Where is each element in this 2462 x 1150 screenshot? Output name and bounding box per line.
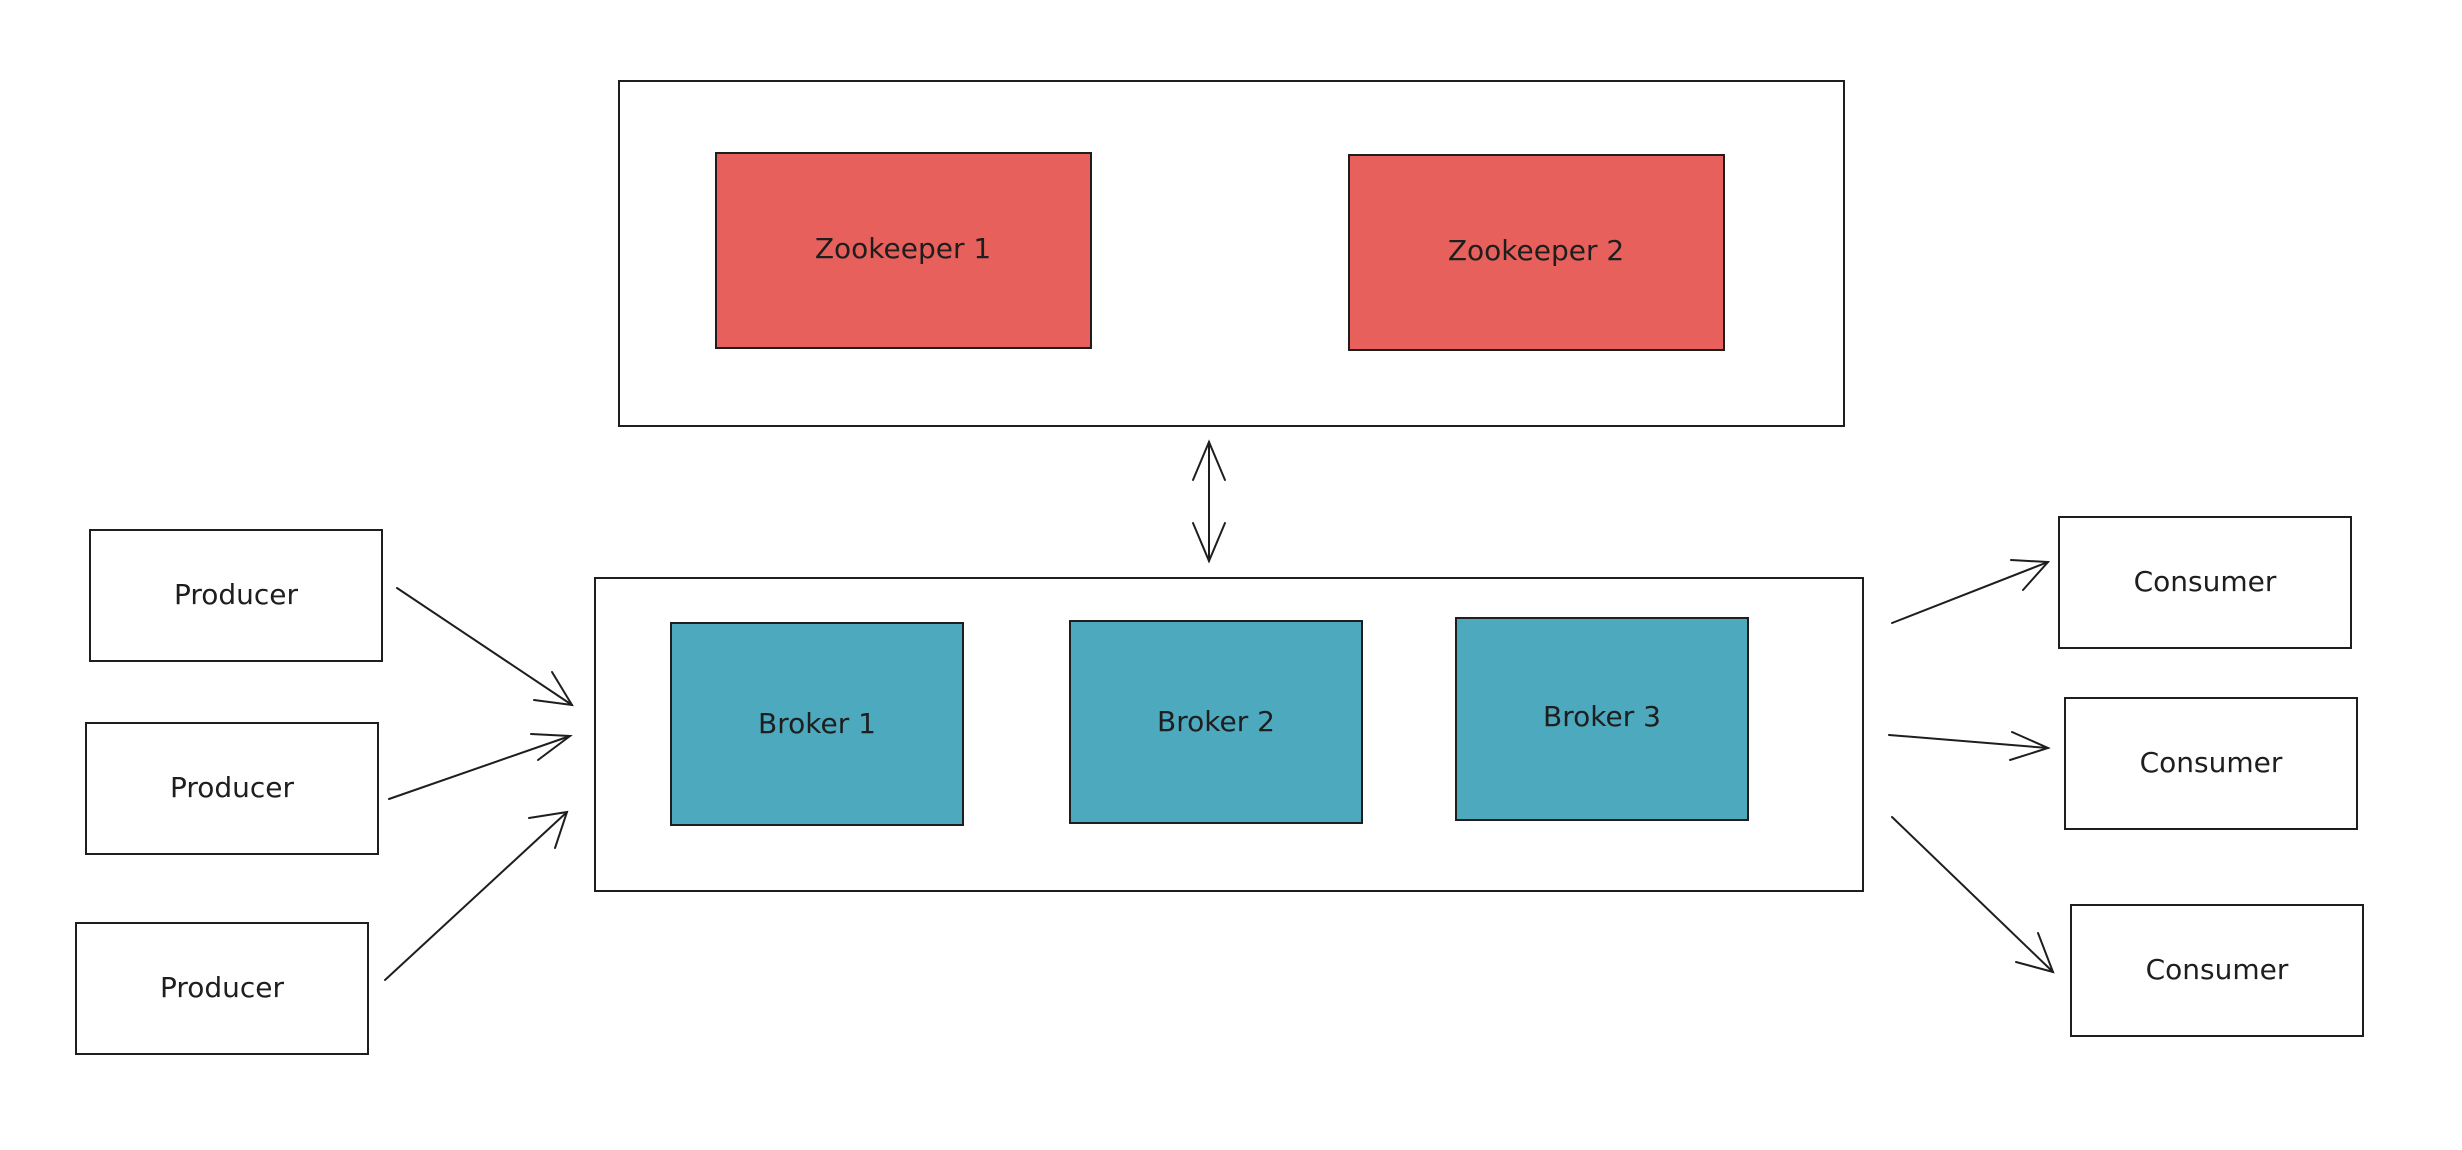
broker-node-3-box	[1455, 617, 1749, 821]
broker-node-3-label: Broker 3	[1543, 700, 1661, 733]
broker-node-2-label: Broker 2	[1157, 705, 1275, 738]
producer-1-box	[89, 529, 383, 662]
broker-node-3[interactable]: Broker 3	[1455, 617, 1749, 821]
consumer-1-box	[2058, 516, 2352, 649]
zookeeper-node-1-label: Zookeeper 1	[815, 232, 991, 265]
producer-3-box	[75, 922, 369, 1055]
producer-2-arrow	[388, 733, 573, 800]
broker-node-1[interactable]: Broker 1	[670, 622, 964, 826]
producer-1-label: Producer	[174, 578, 299, 611]
consumer-2-box	[2064, 697, 2358, 830]
broker-node-2[interactable]: Broker 2	[1069, 620, 1363, 824]
zookeeper-node-1[interactable]: Zookeeper 1	[715, 152, 1092, 349]
consumer-2[interactable]: Consumer	[2064, 697, 2358, 830]
producer-2-label: Producer	[170, 771, 295, 804]
consumer-1-arrow	[1891, 559, 2051, 624]
producer-3-arrow	[384, 810, 569, 981]
broker-node-1-label: Broker 1	[758, 707, 876, 740]
producer-3-label: Producer	[160, 971, 285, 1004]
producer-2[interactable]: Producer	[85, 722, 379, 855]
zookeeper-node-1-box	[715, 152, 1092, 349]
zookeeper-node-2[interactable]: Zookeeper 2	[1348, 154, 1725, 351]
producer-2-box	[85, 722, 379, 855]
consumer-3-arrow	[1891, 816, 2055, 974]
consumer-2-arrow	[1888, 731, 2051, 761]
consumer-3-box	[2070, 904, 2364, 1037]
producer-3[interactable]: Producer	[75, 922, 369, 1055]
producer-1-arrow	[396, 587, 574, 707]
consumer-3-label: Consumer	[2146, 953, 2289, 986]
broker-node-2-box	[1069, 620, 1363, 824]
zookeeper-node-2-label: Zookeeper 2	[1448, 234, 1624, 267]
zookeeper-broker-arrow	[1192, 439, 1226, 564]
broker-node-1-box	[670, 622, 964, 826]
consumer-1-label: Consumer	[2134, 565, 2277, 598]
consumer-2-label: Consumer	[2140, 746, 2283, 779]
zookeeper-node-2-box	[1348, 154, 1725, 351]
consumer-3[interactable]: Consumer	[2070, 904, 2364, 1037]
producer-1[interactable]: Producer	[89, 529, 383, 662]
consumer-1[interactable]: Consumer	[2058, 516, 2352, 649]
